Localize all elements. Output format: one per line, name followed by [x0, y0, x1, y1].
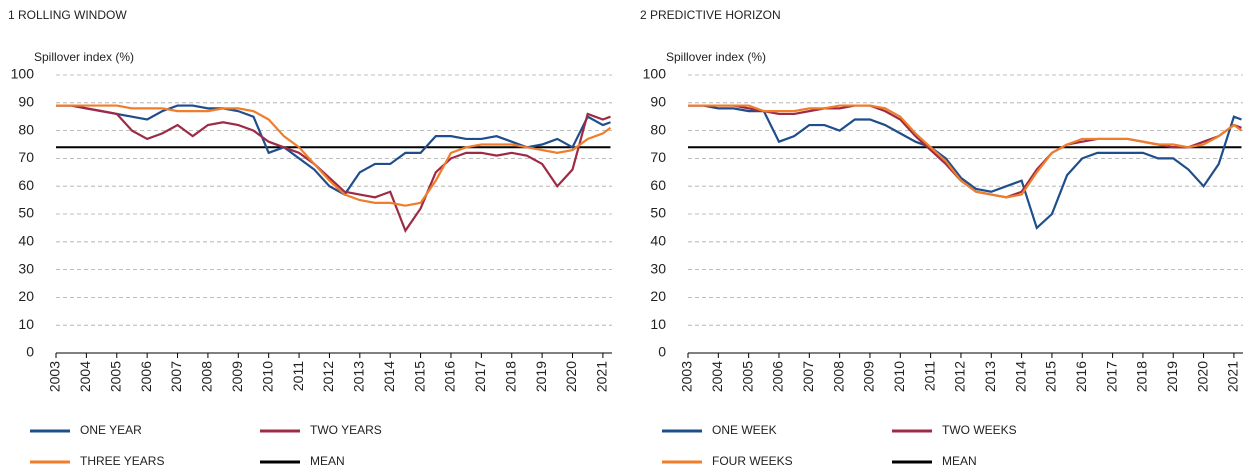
series-line — [688, 104, 1242, 230]
series-line — [56, 104, 612, 207]
legend-label: ONE YEAR — [80, 423, 142, 437]
x-tick-label: 2006 — [770, 361, 786, 392]
y-tick-label: 20 — [650, 288, 666, 304]
x-tick-label: 2016 — [442, 361, 458, 392]
y-tick-label: 20 — [18, 288, 34, 304]
x-tick-label: 2005 — [739, 361, 755, 392]
x-tick-label: 2018 — [1134, 361, 1150, 392]
x-tick-label: 2015 — [1043, 361, 1059, 392]
x-tick-label: 2013 — [982, 361, 998, 392]
y-tick-label: 100 — [643, 66, 667, 82]
y-tick-label: 40 — [18, 233, 34, 249]
legend-label: ONE WEEK — [712, 423, 777, 437]
x-tick-label: 2011 — [921, 361, 937, 391]
panel-title: 2 PREDICTIVE HORIZON — [640, 8, 781, 22]
x-tick-label: 2017 — [472, 361, 488, 392]
x-tick-label: 2003 — [679, 361, 695, 392]
y-axis-label: Spillover index (%) — [34, 50, 134, 64]
y-tick-label: 10 — [650, 316, 666, 332]
x-tick-label: 2013 — [351, 361, 367, 392]
y-tick-label: 40 — [650, 233, 666, 249]
legend-label: MEAN — [942, 454, 977, 468]
x-tick-label: 2018 — [502, 361, 518, 392]
x-tick-label: 2007 — [800, 361, 816, 392]
x-tick-label: 2010 — [891, 361, 907, 392]
y-tick-label: 70 — [650, 149, 666, 165]
y-tick-label: 60 — [18, 177, 34, 193]
x-tick-label: 2005 — [107, 361, 123, 392]
x-tick-label: 2008 — [199, 361, 215, 392]
series-line — [688, 104, 1243, 199]
x-tick-label: 2020 — [563, 361, 579, 392]
x-tick-label: 2012 — [320, 361, 336, 392]
x-tick-label: 2019 — [1164, 361, 1180, 392]
x-tick-label: 2004 — [709, 361, 725, 392]
series-line — [56, 104, 611, 234]
y-tick-label: 100 — [11, 66, 35, 82]
x-tick-label: 2006 — [138, 361, 154, 392]
y-tick-label: 50 — [18, 205, 34, 221]
x-tick-label: 2012 — [952, 361, 968, 392]
x-tick-label: 2015 — [411, 361, 427, 392]
legend-label: THREE YEARS — [80, 454, 164, 468]
x-tick-label: 2003 — [47, 361, 63, 392]
y-tick-label: 30 — [650, 260, 666, 276]
y-tick-label: 60 — [650, 177, 666, 193]
x-tick-label: 2014 — [381, 361, 397, 392]
y-tick-label: 70 — [18, 149, 34, 165]
y-tick-label: 80 — [650, 121, 666, 137]
y-tick-label: 10 — [18, 316, 34, 332]
y-tick-label: 30 — [18, 260, 34, 276]
x-tick-label: 2014 — [1012, 361, 1028, 392]
x-tick-label: 2017 — [1103, 361, 1119, 392]
x-tick-label: 2019 — [533, 361, 549, 392]
y-tick-label: 0 — [26, 344, 34, 360]
legend-label: FOUR WEEKS — [712, 454, 793, 468]
y-tick-label: 90 — [650, 94, 666, 110]
panel-title: 1 ROLLING WINDOW — [8, 8, 127, 22]
x-tick-label: 2010 — [259, 361, 275, 392]
x-tick-label: 2008 — [830, 361, 846, 392]
y-tick-label: 0 — [658, 344, 666, 360]
y-tick-label: 90 — [18, 94, 34, 110]
legend-label: TWO WEEKS — [942, 423, 1017, 437]
legend-label: TWO YEARS — [310, 423, 382, 437]
x-tick-label: 2021 — [594, 361, 610, 392]
y-tick-label: 50 — [650, 205, 666, 221]
x-tick-label: 2016 — [1073, 361, 1089, 392]
legend-label: MEAN — [310, 454, 345, 468]
x-tick-label: 2004 — [77, 361, 93, 392]
x-tick-label: 2020 — [1194, 361, 1210, 392]
x-tick-label: 2021 — [1225, 361, 1241, 392]
y-tick-label: 80 — [18, 121, 34, 137]
y-axis-label: Spillover index (%) — [666, 50, 766, 64]
x-tick-label: 2007 — [168, 361, 184, 392]
x-tick-label: 2009 — [229, 361, 245, 392]
x-tick-label: 2011 — [290, 361, 306, 391]
x-tick-label: 2009 — [861, 361, 877, 392]
